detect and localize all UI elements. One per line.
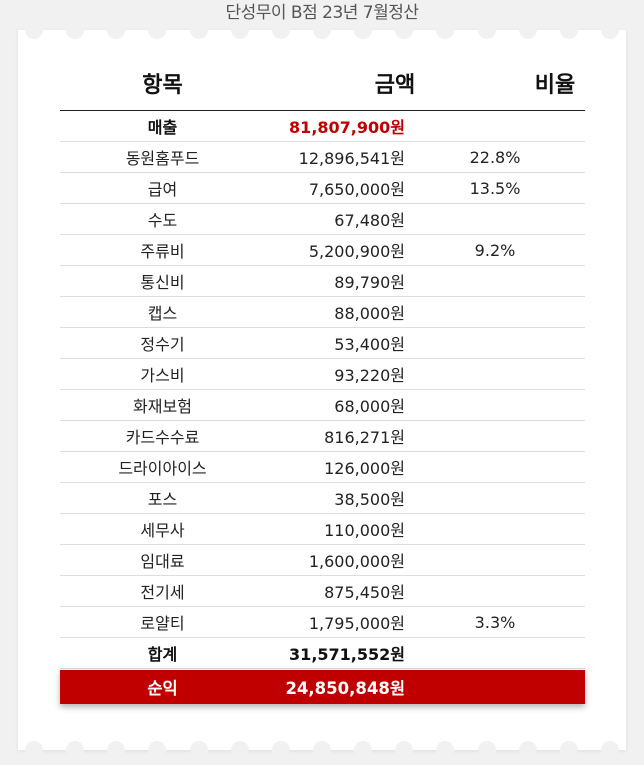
row-ratio: 3.3% (474, 612, 516, 632)
row-item: 전기세 (140, 583, 185, 602)
expense-rows: 동원홈푸드 12,896,541원 22.8% 급여 7,650,000원 13.5% 수도… (60, 142, 585, 638)
table-row: 카드수수료 816,271원 (60, 421, 585, 452)
sales-row: 매출 81,807,900원 (60, 111, 585, 142)
row-item: 통신비 (140, 273, 185, 292)
row-amount: 88,000원 (334, 304, 405, 323)
table-row: 세무사 110,000원 (60, 514, 585, 545)
table-row: 동원홈푸드 12,896,541원 22.8% (60, 142, 585, 173)
net-profit-row: 순익 24,850,848원 (60, 670, 585, 704)
row-ratio: 9.2% (474, 240, 516, 260)
row-amount: 5,200,900원 (308, 242, 405, 261)
settlement-table: 항목 금액 비율 매출 81,807,900원 동원홈푸드 12,896,541원… (60, 73, 585, 704)
header-item: 항목 (142, 73, 183, 98)
net-label: 순익 (147, 679, 178, 698)
table-row: 임대료 1,600,000원 (60, 545, 585, 576)
row-item: 로얄티 (140, 614, 185, 633)
total-row: 합계 31,571,552원 (60, 638, 585, 669)
row-amount: 7,650,000원 (308, 180, 405, 199)
row-amount: 816,271원 (324, 428, 405, 447)
row-amount: 126,000원 (324, 459, 405, 478)
table-row: 정수기 53,400원 (60, 328, 585, 359)
row-amount: 38,500원 (334, 490, 405, 509)
row-amount: 89,790원 (334, 273, 405, 292)
sales-label: 매출 (147, 118, 178, 137)
perforation-top (18, 21, 626, 39)
row-item: 드라이아이스 (118, 459, 207, 478)
row-item: 수도 (147, 211, 178, 230)
table-row: 로얄티 1,795,000원 3.3% (60, 607, 585, 638)
header-amount: 금액 (374, 73, 416, 98)
total-amount: 31,571,552원 (289, 645, 405, 664)
table-row: 캡스 88,000원 (60, 297, 585, 328)
row-item: 포스 (147, 490, 178, 509)
receipt: 항목 금액 비율 매출 81,807,900원 동원홈푸드 12,896,541원… (18, 21, 626, 759)
table-row: 통신비 89,790원 (60, 266, 585, 297)
total-label: 합계 (147, 645, 178, 664)
row-item: 동원홈푸드 (125, 149, 200, 168)
header-ratio: 비율 (534, 73, 576, 98)
row-item: 주류비 (140, 242, 185, 261)
row-amount: 67,480원 (334, 211, 405, 230)
row-item: 세무사 (140, 521, 185, 540)
sales-amount: 81,807,900원 (289, 118, 405, 137)
table-header: 항목 금액 비율 (60, 73, 585, 111)
table-row: 포스 38,500원 (60, 483, 585, 514)
table-row: 가스비 93,220원 (60, 359, 585, 390)
row-item: 카드수수료 (125, 428, 200, 447)
row-amount: 68,000원 (334, 397, 405, 416)
net-amount: 24,850,848원 (285, 679, 405, 698)
page-title: 단성무이 B점 23년 7월정산 (225, 3, 419, 23)
perforation-bottom (18, 741, 626, 759)
row-item: 정수기 (140, 335, 185, 354)
row-amount: 53,400원 (334, 335, 405, 354)
row-amount: 1,795,000원 (308, 614, 405, 633)
row-amount: 1,600,000원 (308, 552, 405, 571)
row-amount: 875,450원 (324, 583, 405, 602)
row-ratio: 22.8% (469, 147, 521, 167)
row-item: 급여 (147, 180, 178, 199)
row-item: 캡스 (147, 304, 178, 323)
row-item: 화재보험 (133, 397, 192, 416)
row-amount: 12,896,541원 (298, 149, 405, 168)
table-row: 화재보험 68,000원 (60, 390, 585, 421)
row-amount: 110,000원 (324, 521, 405, 540)
table-row: 전기세 875,450원 (60, 576, 585, 607)
table-row: 주류비 5,200,900원 9.2% (60, 235, 585, 266)
row-ratio: 13.5% (469, 178, 521, 198)
table-row: 드라이아이스 126,000원 (60, 452, 585, 483)
row-item: 가스비 (140, 366, 185, 385)
table-row: 급여 7,650,000원 13.5% (60, 173, 585, 204)
row-item: 임대료 (140, 552, 185, 571)
table-row: 수도 67,480원 (60, 204, 585, 235)
row-amount: 93,220원 (334, 366, 405, 385)
